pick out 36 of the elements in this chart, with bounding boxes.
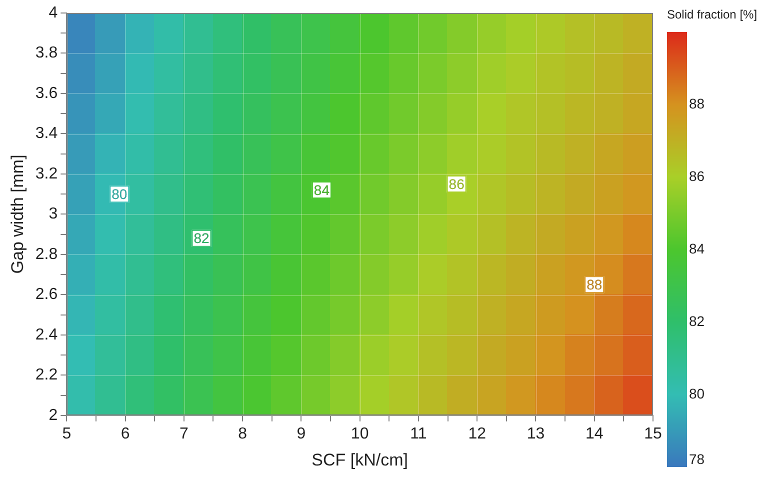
color-bar-label: 82: [689, 312, 705, 329]
annotation: 84: [314, 182, 330, 198]
annotation: 88: [586, 276, 602, 292]
color-bar-label: 88: [689, 95, 705, 112]
x-tick-label: 9: [296, 425, 306, 442]
y-tick-label: 2.8: [35, 246, 58, 263]
x-tick-label: 8: [238, 425, 248, 442]
color-bar-label: 84: [689, 240, 705, 256]
y-tick-label: 3.6: [35, 84, 58, 102]
x-tick-label: 13: [526, 425, 545, 442]
x-tick-label: 5: [62, 425, 72, 442]
y-tick-label: 3: [48, 206, 58, 223]
x-tick-label: 15: [644, 425, 662, 442]
x-tick-label: 10: [350, 425, 369, 442]
annotation: 82: [194, 230, 210, 246]
x-tick-label: 11: [410, 425, 427, 442]
x-tick-label: 12: [468, 425, 486, 442]
x-axis-title: SCF [kN/cm]: [312, 450, 408, 470]
x-tick-label: 6: [120, 425, 130, 442]
y-tick-label: 3.8: [35, 44, 58, 62]
y-axis-title: Gap width [mm]: [8, 154, 27, 274]
annotation: 86: [448, 176, 465, 192]
y-tick-label: 2: [48, 406, 58, 424]
x-tick-label: 14: [585, 425, 604, 442]
y-tick-label: 3.4: [35, 125, 58, 142]
y-tick-label: 4: [48, 4, 58, 22]
annotation: 80: [112, 186, 128, 202]
y-tick-label: 2.2: [35, 366, 58, 384]
color-bar-label: 78: [689, 450, 705, 467]
color-bar-label: 80: [689, 385, 705, 402]
y-tick-label: 3.2: [35, 165, 58, 182]
color-bar-title: Solid fraction [%]: [666, 7, 758, 22]
x-tick-label: 7: [179, 425, 188, 442]
y-tick-label: 2.4: [35, 326, 58, 344]
color-bar-label: 86: [689, 168, 705, 184]
y-tick-label: 2.6: [35, 286, 58, 304]
